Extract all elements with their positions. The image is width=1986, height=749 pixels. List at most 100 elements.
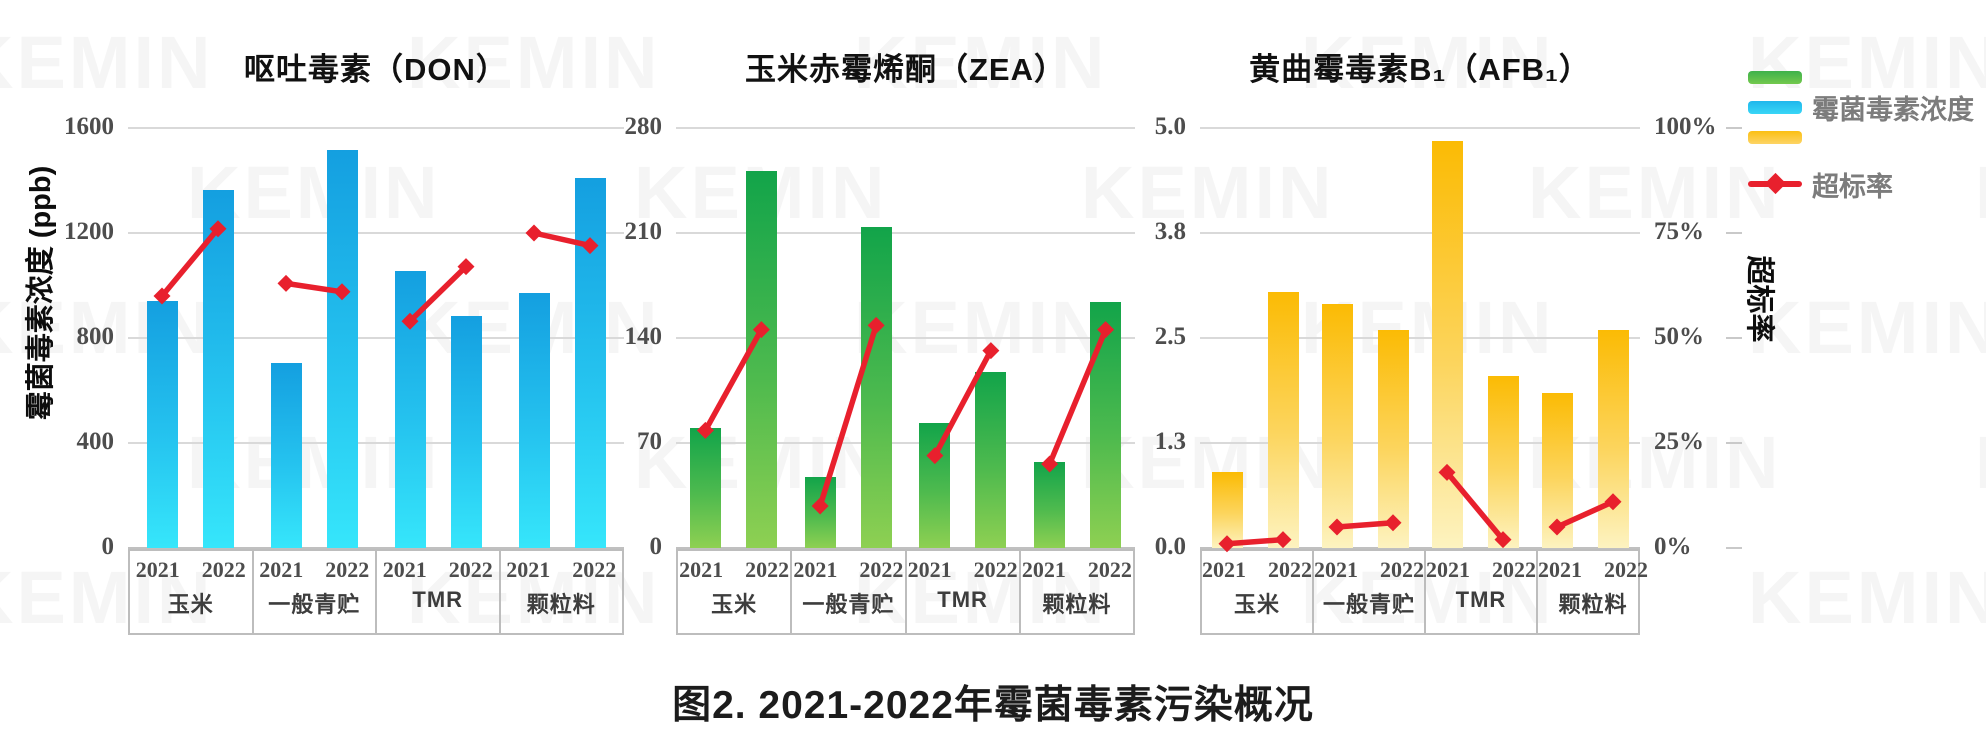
gridline <box>128 547 624 549</box>
gridline <box>676 232 1135 234</box>
bar-TMR-2022 <box>450 316 482 548</box>
gridline <box>128 442 624 444</box>
rate-point-TMR-2021 <box>1438 463 1456 481</box>
year-label: 2022 <box>1380 557 1424 582</box>
rate-point-玉米-2021 <box>153 287 171 305</box>
y-axis-tick-label: 210 <box>624 218 663 245</box>
percent-axis-tick-label: 25% <box>1654 428 1704 455</box>
x-axis-category-table: 2021 2022 玉米 2021 2022 一般青贮 2021 2022 TMR 2021 202… <box>676 549 1135 635</box>
rate-line-segment-颗粒料 <box>1047 328 1109 466</box>
gridline <box>1200 442 1640 444</box>
year-label: 2022 <box>325 557 370 582</box>
year-label: 2022 <box>448 557 493 582</box>
y-axis-tick-label: 3.8 <box>1154 218 1186 245</box>
legend-row-concentration-green <box>1748 62 1974 92</box>
y-axis-tick-label: 0 <box>649 533 663 560</box>
category-cell-颗粒料: 2021 2022 颗粒料 <box>1538 551 1648 633</box>
percent-axis-tick-label: 100% <box>1654 113 1717 140</box>
year-labels: 2021 2022 <box>1426 557 1536 583</box>
percent-axis-tick-label: 50% <box>1654 323 1704 350</box>
kemin-watermark: KEMIN <box>0 21 214 104</box>
rate-point-玉米-2021 <box>1218 535 1236 553</box>
gridline <box>1200 337 1640 339</box>
category-label: 玉米 <box>167 592 214 617</box>
category-cell-玉米: 2021 2022 玉米 <box>130 551 254 633</box>
year-labels: 2021 2022 <box>383 557 493 583</box>
year-label: 2022 <box>1087 557 1132 582</box>
rate-point-一般青贮-2021 <box>1328 518 1346 536</box>
year-label: 2022 <box>859 557 904 582</box>
x-axis-category-table: 2021 2022 玉米 2021 2022 一般青贮 2021 2022 TMR 2021 202… <box>1200 549 1648 635</box>
kemin-watermark: KEMIN <box>0 556 214 639</box>
rate-line-overlay <box>1218 463 1622 553</box>
rate-line-segment-TMR <box>408 264 468 324</box>
bar-一般青贮-2022 <box>1377 330 1409 548</box>
rate-line-segment-一般青贮 <box>1336 520 1394 530</box>
category-label: TMR <box>937 587 988 612</box>
rate-point-玉米-2022 <box>1274 531 1292 549</box>
rate-line-segment-玉米 <box>159 227 221 298</box>
rate-line-overlay <box>696 316 1115 515</box>
category-label: TMR <box>1455 587 1507 612</box>
kemin-watermark: KEMIN <box>1748 286 1986 369</box>
year-label: 2021 <box>793 557 838 582</box>
legend-row-concentration-blue: 霉菌毒素浓度 <box>1748 92 1974 125</box>
category-label: 一般青贮 <box>1322 592 1415 617</box>
category-label: 玉米 <box>1233 592 1280 617</box>
rate-point-颗粒料-2022 <box>1097 321 1115 339</box>
year-label: 2021 <box>259 557 304 582</box>
category-label: 一般青贮 <box>802 592 895 617</box>
bar-玉米-2022 <box>1267 292 1299 548</box>
bar-TMR-2021 <box>919 423 951 548</box>
year-labels: 2021 2022 <box>136 557 246 583</box>
x-axis-category-table: 2021 2022 玉米 2021 2022 一般青贮 2021 2022 TMR 2021 202… <box>128 549 624 635</box>
legend-swatch-green <box>1748 70 1802 84</box>
bar-一般青贮-2021 <box>1321 304 1353 548</box>
gridline <box>676 442 1135 444</box>
year-labels: 2021 2022 <box>679 557 789 583</box>
category-label: 颗粒料 <box>526 592 596 617</box>
year-labels: 2021 2022 <box>1314 557 1424 583</box>
kemin-watermark: KEMIN <box>407 556 661 639</box>
rate-point-一般青贮-2022 <box>1384 514 1402 532</box>
legend-swatch-blue <box>1748 100 1802 114</box>
category-cell-玉米: 2021 2022 玉米 <box>1202 551 1314 633</box>
kemin-watermark: KEMIN <box>1528 151 1782 234</box>
legend-rate-diamond-icon <box>1764 172 1787 195</box>
percent-axis-tick <box>1726 232 1742 234</box>
year-label: 2021 <box>382 557 427 582</box>
y-axis-tick-label: 2.5 <box>1154 323 1186 350</box>
rate-point-颗粒料-2022 <box>1604 493 1622 511</box>
rate-line-segment-玉米 <box>702 328 764 432</box>
gridline <box>676 127 1135 129</box>
year-labels: 2021 2022 <box>908 557 1018 583</box>
bar-颗粒料-2022 <box>1597 330 1629 548</box>
rate-line-segment-颗粒料 <box>1555 499 1615 530</box>
kemin-watermark: KEMIN <box>1301 556 1555 639</box>
bar-TMR-2022 <box>1487 376 1519 548</box>
year-label: 2021 <box>1314 557 1358 582</box>
percent-axis-tick <box>1726 127 1742 129</box>
year-labels: 2021 2022 <box>506 557 616 583</box>
category-cell-颗粒料: 2021 2022 颗粒料 <box>1021 551 1133 633</box>
legend-rate-label: 超标率 <box>1812 171 1893 202</box>
year-label: 2021 <box>679 557 724 582</box>
category-cell-TMR: 2021 2022 TMR <box>1426 551 1538 633</box>
year-label: 2021 <box>1021 557 1066 582</box>
bar-一般青贮-2022 <box>860 227 892 548</box>
gridline <box>676 337 1135 339</box>
rate-point-一般青贮-2022 <box>333 283 351 301</box>
y-axis-tick-label: 280 <box>624 113 663 140</box>
y-axis-tick-label: 1600 <box>64 113 114 140</box>
figure-caption: 图2. 2021-2022年霉菌毒素污染概况 <box>672 684 1314 727</box>
bar-TMR-2022 <box>975 372 1007 548</box>
legend-row-rate: 超标率 <box>1748 169 1974 202</box>
rate-point-玉米-2022 <box>752 321 770 339</box>
rate-point-颗粒料-2021 <box>525 224 543 242</box>
bar-一般青贮-2022 <box>326 150 358 548</box>
chart-title-1: 玉米赤霉烯酮（ZEA） <box>745 52 1066 87</box>
kemin-watermark: KEMIN <box>1301 21 1555 104</box>
category-label: 颗粒料 <box>1558 592 1628 617</box>
kemin-watermark: KEMIN <box>1975 150 1986 235</box>
percent-axis-tick <box>1726 337 1742 339</box>
